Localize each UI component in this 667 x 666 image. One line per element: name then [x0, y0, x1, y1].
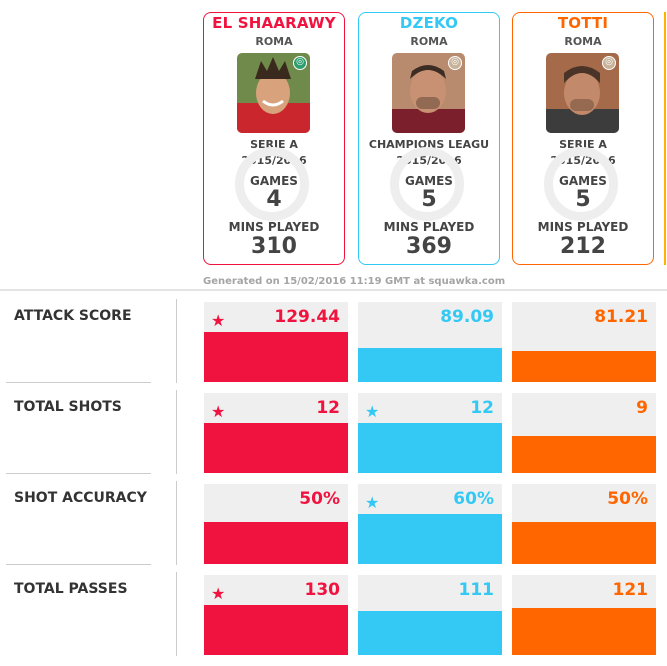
section-divider [0, 289, 667, 291]
player-club: ROMA [564, 35, 602, 48]
stat-box-accuracy-totti: 50% [512, 484, 656, 564]
stat-label-attack-score: ATTACK SCORE [14, 308, 132, 324]
roma-badge-icon: ◎ [293, 56, 307, 70]
mins-played-value: 369 [406, 234, 452, 259]
stat-box-attack-el-shaarawy: ★ 129.44 [204, 302, 348, 382]
games-ring [390, 147, 464, 221]
stat-value: 9 [636, 398, 648, 418]
player-photo: ◎ [392, 53, 465, 133]
stat-label-shot-accuracy: SHOT ACCURACY [14, 490, 147, 506]
mins-played-value: 310 [251, 234, 297, 259]
generated-credit: Generated on 15/02/2016 11:19 GMT at squ… [203, 276, 506, 287]
stat-value: 60% [453, 489, 494, 509]
games-label: GAMES [559, 174, 607, 188]
stat-box-passes-dzeko: 111 [358, 575, 502, 655]
games-ring [544, 147, 618, 221]
stat-box-passes-totti: 121 [512, 575, 656, 655]
competition-name: CHAMPIONS LEAGU [368, 138, 490, 151]
stat-bar [512, 608, 656, 655]
games-value: 4 [266, 187, 282, 212]
stat-box-attack-totti: 81.21 [512, 302, 656, 382]
star-icon: ★ [365, 493, 380, 512]
stat-value: 89.09 [440, 307, 494, 327]
stat-box-shots-el-shaarawy: ★ 12 [204, 393, 348, 473]
stat-label-total-shots: TOTAL SHOTS [14, 399, 122, 415]
stat-bar [204, 423, 348, 473]
star-icon: ★ [211, 402, 226, 421]
games-value: 5 [421, 187, 437, 212]
stat-bar [512, 436, 656, 473]
roma-badge-icon: ◎ [602, 56, 616, 70]
player-card-el-shaarawy[interactable]: EL SHAARAWY ROMA ◎ SERIE A 2015/2016 GAM… [203, 12, 345, 265]
stat-box-attack-dzeko: 89.09 [358, 302, 502, 382]
mins-played-value: 212 [560, 234, 606, 259]
player-photo: ◎ [546, 53, 619, 133]
player-name: TOTTI [557, 14, 609, 32]
star-icon: ★ [365, 402, 380, 421]
roma-badge-icon: ◎ [448, 56, 462, 70]
mins-played-label: MINS PLAYED [537, 220, 629, 234]
player-photo: ◎ [237, 53, 310, 133]
stat-bar [358, 514, 502, 564]
stat-value: 12 [316, 398, 340, 418]
stat-bar [204, 332, 348, 382]
games-label: GAMES [405, 174, 453, 188]
player-club: ROMA [410, 35, 448, 48]
stat-value: 121 [612, 580, 649, 600]
stat-bar [204, 522, 348, 564]
games-ring [235, 147, 309, 221]
stat-box-shots-totti: 9 [512, 393, 656, 473]
stat-box-passes-el-shaarawy: ★ 130 [204, 575, 348, 655]
stat-value: 130 [304, 580, 341, 600]
stat-value: 50% [299, 489, 340, 509]
star-icon: ★ [211, 311, 226, 330]
vertical-divider [176, 481, 177, 565]
stat-bar [358, 611, 502, 655]
stat-bar [358, 348, 502, 382]
next-player-card-edge [664, 12, 667, 265]
stat-value: 111 [458, 580, 495, 600]
stat-bar [512, 351, 656, 382]
player-club: ROMA [255, 35, 293, 48]
stat-value: 12 [470, 398, 494, 418]
stat-bar [204, 605, 348, 655]
vertical-divider [176, 390, 177, 474]
games-label: GAMES [250, 174, 298, 188]
player-name: DZEKO [399, 14, 459, 32]
player-card-totti[interactable]: TOTTI ROMA ◎ SERIE A 2015/2016 GAMES 5 M… [512, 12, 654, 265]
stat-value: 50% [607, 489, 648, 509]
stat-bar [358, 423, 502, 473]
row-divider [6, 473, 151, 474]
stat-bar [512, 522, 656, 564]
stat-value: 129.44 [274, 307, 340, 327]
vertical-divider [176, 572, 177, 656]
stat-box-accuracy-dzeko: ★ 60% [358, 484, 502, 564]
star-icon: ★ [211, 584, 226, 603]
player-name: EL SHAARAWY [212, 14, 336, 32]
stat-box-accuracy-el-shaarawy: 50% [204, 484, 348, 564]
player-card-dzeko[interactable]: DZEKO ROMA ◎ CHAMPIONS LEAGU 2015/2016 G… [358, 12, 500, 265]
row-divider [6, 382, 151, 383]
stat-box-shots-dzeko: ★ 12 [358, 393, 502, 473]
mins-played-label: MINS PLAYED [383, 220, 475, 234]
row-divider [6, 564, 151, 565]
mins-played-label: MINS PLAYED [228, 220, 320, 234]
stat-value: 81.21 [594, 307, 648, 327]
stat-label-total-passes: TOTAL PASSES [14, 581, 128, 597]
vertical-divider [176, 299, 177, 383]
games-value: 5 [575, 187, 591, 212]
